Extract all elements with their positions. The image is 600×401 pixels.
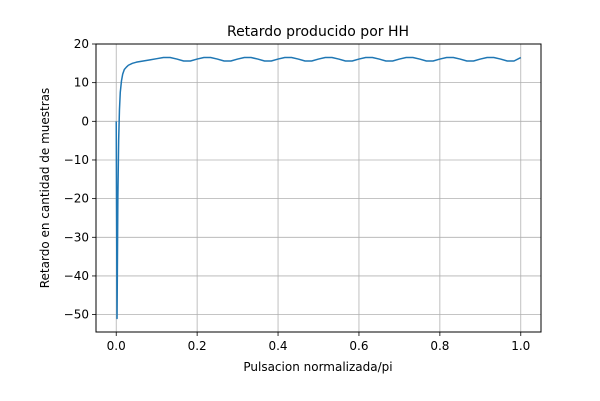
x-axis-ticks: 0.0 0.2 0.4 0.6 0.8 1.0 (107, 332, 530, 353)
series-layer (115, 56, 522, 320)
x-tick-label: 0.8 (430, 339, 449, 353)
x-tick-label: 0.0 (107, 339, 126, 353)
y-tick-label: 10 (74, 76, 89, 90)
chart-title: Retardo producido por HH (227, 24, 409, 40)
plot-area-frame (95, 43, 542, 333)
y-axis-ticks: 20 10 0 −10 −20 −30 −40 −50 (64, 37, 96, 322)
x-tick-label: 0.6 (349, 339, 368, 353)
series-line (115, 56, 522, 320)
y-tick-label: 0 (81, 114, 89, 128)
y-axis-label: Retardo en cantidad de muestras (38, 88, 52, 289)
grid-lines (96, 43, 541, 332)
y-tick-label: −20 (64, 192, 89, 206)
x-tick-label: 1.0 (511, 339, 530, 353)
x-tick-label: 0.4 (268, 339, 287, 353)
y-tick-label: −40 (64, 269, 89, 283)
x-tick-label: 0.2 (188, 339, 207, 353)
y-tick-label: −10 (64, 153, 89, 167)
y-tick-label: 20 (74, 37, 89, 51)
y-tick-label: −50 (64, 308, 89, 322)
y-tick-label: −30 (64, 230, 89, 244)
x-axis-label: Pulsacion normalizada/pi (243, 360, 392, 374)
